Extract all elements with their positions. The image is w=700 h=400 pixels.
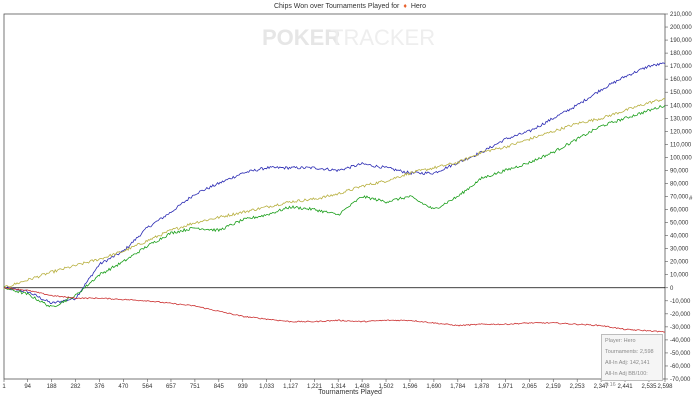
info-tournaments: Tournaments: 2,598 <box>605 349 654 355</box>
x-tick-label: 657 <box>166 384 177 390</box>
y-tick-label: 30,000 <box>670 247 689 253</box>
player-info-box: Player: Hero Tournaments: 2,598 All-In A… <box>601 334 663 388</box>
y-axis-label: # <box>689 196 693 202</box>
x-tick-label: 94 <box>24 384 31 390</box>
watermark-tracker: TRACKER <box>330 25 435 50</box>
series-lines <box>3 62 666 333</box>
y-tick-label: -60,000 <box>670 364 691 370</box>
x-tick-label: 1,878 <box>474 384 490 390</box>
y-tick-label: 20,000 <box>670 260 689 266</box>
x-tick-label: 1,502 <box>379 384 395 390</box>
x-tick-label: 2,347 <box>594 384 610 390</box>
x-tick-label: 2,159 <box>546 384 562 390</box>
y-tick-label: 150,000 <box>670 90 692 96</box>
x-tick-label: 2,535 <box>641 384 657 390</box>
x-axis-ticks: 1 94 188 282 376 470 564 657 751 845 939 1,033 1,127… <box>2 379 673 390</box>
chart-title: Chips Won over Tournaments Played for ♦ … <box>0 3 700 10</box>
x-axis-label: Tournaments Played <box>318 389 382 396</box>
info-player: Player: Hero <box>605 338 636 344</box>
x-tick-label: 282 <box>71 384 82 390</box>
y-tick-label: 80,000 <box>670 181 689 187</box>
y-tick-label: 40,000 <box>670 234 689 240</box>
x-tick-label: 188 <box>47 384 58 390</box>
y-tick-label: -40,000 <box>670 338 691 344</box>
y-tick-label: 200,000 <box>670 25 692 31</box>
x-tick-label: 939 <box>238 384 249 390</box>
series-line-1 <box>3 62 666 304</box>
x-tick-label: 1,690 <box>426 384 442 390</box>
y-tick-label: -50,000 <box>670 351 691 357</box>
x-tick-label: 2,253 <box>570 384 586 390</box>
x-tick-label: 1,221 <box>307 384 323 390</box>
y-tick-label: 180,000 <box>670 51 692 57</box>
y-tick-label: 130,000 <box>670 116 692 122</box>
y-tick-label: 140,000 <box>670 103 692 109</box>
chart-title-prefix: Chips Won over Tournaments Played for <box>273 3 400 10</box>
x-tick-label: 1,127 <box>283 384 299 390</box>
x-tick-label: 1,408 <box>355 384 371 390</box>
x-tick-label: 376 <box>94 384 105 390</box>
x-tick-label: 1 <box>2 384 6 390</box>
y-tick-label: 110,000 <box>670 142 692 148</box>
x-tick-label: 2,065 <box>522 384 538 390</box>
y-tick-label: -30,000 <box>670 325 691 331</box>
series-line-3 <box>3 104 666 308</box>
y-axis-ticks: 210,000 200,000 190,000 180,000 170,000 160,0… <box>665 12 692 383</box>
y-tick-label: 100,000 <box>670 155 692 161</box>
info-allin-adj: All-In Adj: 142,141 <box>605 360 650 366</box>
plot-area <box>3 13 666 380</box>
x-tick-label: 751 <box>190 384 201 390</box>
y-tick-label: -20,000 <box>670 312 691 318</box>
y-tick-label: 190,000 <box>670 38 692 44</box>
x-tick-label: 845 <box>214 384 225 390</box>
y-tick-label: 170,000 <box>670 64 692 70</box>
y-tick-label: 160,000 <box>670 77 692 83</box>
x-tick-label: 564 <box>142 384 153 390</box>
x-tick-label: 2,441 <box>618 384 634 390</box>
y-tick-label: 50,000 <box>670 221 689 227</box>
x-tick-label: 1,784 <box>450 384 466 390</box>
y-tick-label: 90,000 <box>670 168 689 174</box>
series-line-2 <box>3 98 666 290</box>
y-tick-label: -70,000 <box>670 377 691 383</box>
x-tick-label: 1,314 <box>331 384 347 390</box>
x-tick-label: 1,596 <box>402 384 418 390</box>
x-tick-label: 1,033 <box>259 384 275 390</box>
y-tick-label: 120,000 <box>670 129 692 135</box>
info-allin-bb: All-In Adj BB/100: 9.16 <box>605 371 648 388</box>
y-tick-label: 10,000 <box>670 273 689 279</box>
diamond-icon: ♦ <box>403 3 407 10</box>
y-tick-label: -10,000 <box>670 299 691 305</box>
y-tick-label: 70,000 <box>670 195 689 201</box>
y-tick-label: 210,000 <box>670 12 692 18</box>
y-tick-label: 60,000 <box>670 208 689 214</box>
x-tick-label: 1,971 <box>498 384 514 390</box>
watermark-poker: POKER <box>262 25 340 50</box>
y-tick-label: 0 <box>670 286 674 292</box>
series-line-4 <box>4 287 666 333</box>
x-tick-label: 2,598 <box>657 384 673 390</box>
x-tick-label: 470 <box>118 384 129 390</box>
chart-title-player: Hero <box>410 3 427 10</box>
